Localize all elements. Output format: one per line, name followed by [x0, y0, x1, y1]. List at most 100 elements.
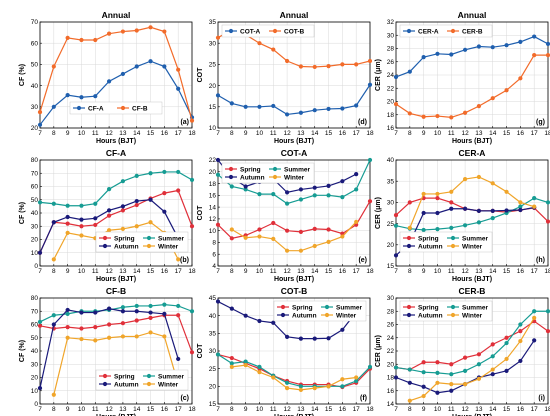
data-point — [435, 191, 440, 197]
data-point — [354, 219, 359, 224]
chart-title: Annual — [280, 10, 309, 20]
y-axis-label: CF (%) — [19, 202, 26, 224]
legend-label: Summer — [462, 235, 488, 242]
data-point — [532, 204, 537, 209]
x-tick-label: 13 — [475, 406, 483, 413]
legend: Spring Summer Autumn Winter — [399, 231, 493, 253]
data-point — [407, 225, 412, 230]
series-winter — [229, 363, 359, 392]
x-tick-label: 15 — [147, 406, 155, 413]
data-point — [271, 47, 276, 52]
data-point — [189, 118, 195, 123]
data-point — [462, 368, 468, 373]
x-tick-label: 12 — [283, 130, 291, 137]
x-tick-label: 12 — [105, 130, 113, 137]
y-tick-label: 15 — [209, 401, 217, 408]
data-point — [518, 204, 523, 209]
data-point — [435, 360, 440, 365]
data-point — [176, 67, 181, 72]
data-point — [51, 64, 56, 69]
data-point — [106, 228, 112, 233]
data-point — [462, 223, 468, 228]
data-point — [162, 29, 167, 34]
x-tick-label: 11 — [270, 130, 277, 137]
legend-item: Winter — [143, 381, 179, 388]
data-point — [449, 189, 454, 194]
x-tick-label: 10 — [256, 268, 264, 275]
data-point — [545, 219, 550, 224]
data-point — [490, 45, 495, 50]
data-point — [120, 321, 126, 326]
data-point — [312, 243, 317, 249]
x-tick-label: 10 — [78, 130, 86, 137]
data-point — [354, 187, 359, 192]
x-tick-label: 12 — [461, 406, 469, 413]
series-line — [395, 35, 549, 78]
legend-label: Winter — [284, 174, 305, 181]
data-point — [367, 157, 373, 163]
y-tick-label: 10 — [209, 228, 217, 235]
series-line — [53, 221, 179, 260]
y-tick-label: 40 — [387, 157, 395, 164]
data-point — [106, 322, 112, 327]
data-point — [51, 322, 56, 327]
legend-item: CER-A — [403, 28, 439, 35]
x-tick-label: 16 — [339, 268, 347, 275]
data-point — [51, 392, 56, 397]
x-tick-label: 14 — [311, 130, 319, 137]
legend-label: Summer — [158, 373, 184, 380]
legend-item: COT-A — [225, 28, 261, 35]
legend-swatch-marker — [102, 373, 108, 379]
series-summer — [37, 302, 195, 324]
legend-box — [273, 300, 367, 322]
data-point — [79, 203, 84, 208]
data-point — [476, 362, 482, 367]
legend-item: Autumn — [225, 174, 265, 181]
grid-lines — [217, 21, 371, 129]
panel-label: (g) — [536, 119, 545, 126]
data-point — [134, 28, 139, 33]
data-point — [284, 386, 290, 391]
x-tick-label: 14 — [311, 406, 319, 413]
data-point — [65, 325, 70, 330]
x-tick-label: 18 — [188, 268, 196, 275]
data-point — [120, 226, 126, 231]
y-axis-label: CER (μm) — [375, 335, 382, 367]
legend-box — [95, 231, 189, 253]
data-point — [229, 236, 234, 241]
chart-panel-1: Annual 7 8 9 10 11 12 13 14 15 16 17 18 20 30 40 50 60 70 H… — [19, 10, 196, 145]
data-point — [462, 176, 468, 182]
panel-label: (h) — [536, 257, 545, 264]
data-point — [284, 334, 290, 339]
legend-label: Autumn — [114, 381, 139, 388]
x-tick-label: 9 — [66, 406, 70, 413]
series-summer — [215, 157, 373, 206]
legend-swatch-marker — [450, 312, 456, 318]
series-line — [409, 317, 535, 402]
data-point — [162, 169, 167, 175]
x-tick-label: 17 — [175, 406, 183, 413]
y-tick-label: 22 — [209, 157, 217, 164]
chart-title: Annual — [102, 10, 131, 20]
y-tick-label: 60 — [31, 40, 39, 47]
data-point — [176, 86, 181, 91]
series-spring — [393, 319, 550, 372]
x-axis-label: Hours (BJT) — [452, 138, 492, 145]
y-tick-label: 25 — [387, 221, 395, 228]
data-point — [393, 102, 399, 107]
series-line — [231, 364, 357, 391]
data-point — [354, 375, 359, 380]
series-winter — [51, 330, 181, 397]
data-point — [476, 352, 482, 357]
x-tick-label: 9 — [66, 268, 70, 275]
x-tick-label: 11 — [448, 406, 455, 413]
legend-box — [95, 369, 189, 391]
y-tick-label: 15 — [387, 263, 395, 270]
data-point — [312, 64, 317, 70]
legend: CF-A CF-B — [69, 101, 163, 115]
x-tick-label: 7 — [394, 130, 398, 137]
data-point — [407, 367, 412, 372]
x-tick-label: 7 — [216, 130, 220, 137]
y-tick-label: 35 — [387, 178, 395, 185]
y-tick-label: 10 — [31, 250, 39, 257]
